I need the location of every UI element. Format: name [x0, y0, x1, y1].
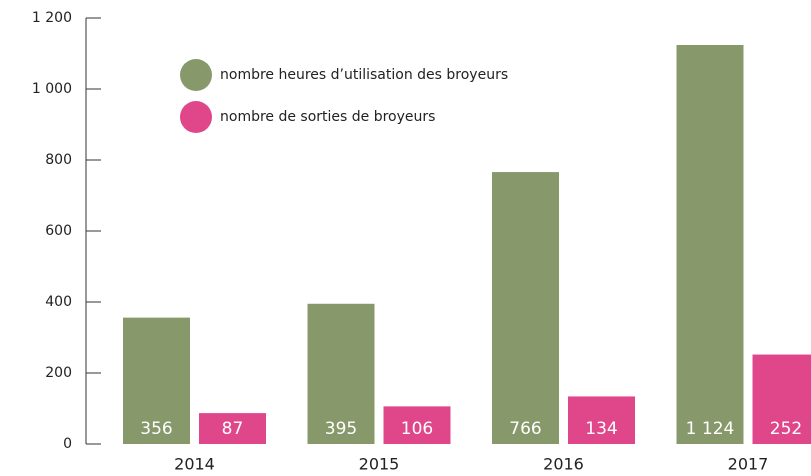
- y-tick-label: 400: [45, 294, 72, 310]
- bar: [383, 406, 451, 444]
- bar: [492, 172, 559, 444]
- bar: [199, 413, 266, 444]
- value-label: 134: [585, 419, 617, 439]
- value-label: 106: [401, 419, 433, 439]
- y-tick-label: 200: [45, 365, 72, 381]
- y-tick-label: 800: [45, 152, 72, 168]
- x-tick-label: 2017: [728, 455, 769, 474]
- x-tick-label: 2014: [174, 455, 215, 474]
- y-tick-label: 1 000: [32, 81, 72, 97]
- x-tick-label: 2015: [359, 455, 400, 474]
- value-label: 1 124: [686, 419, 735, 439]
- bar: [307, 303, 375, 444]
- y-tick-label: 0: [63, 436, 72, 452]
- bar: [676, 44, 744, 444]
- y-tick-label: 600: [45, 223, 72, 239]
- x-tick-label: 2016: [543, 455, 584, 474]
- legend-label: nombre de sorties de broyeurs: [220, 109, 435, 125]
- value-label: 356: [140, 419, 172, 439]
- legend-label: nombre heures d’utilisation des broyeurs: [220, 67, 508, 83]
- value-label: 87: [222, 419, 244, 439]
- value-label: 766: [509, 419, 541, 439]
- bar: [123, 317, 190, 444]
- bar: [752, 354, 811, 444]
- value-label: 395: [325, 419, 357, 439]
- legend-swatch: [180, 59, 212, 91]
- bar: [568, 396, 635, 444]
- legend-swatch: [180, 101, 212, 133]
- value-label: 252: [770, 419, 802, 439]
- y-tick-label: 1 200: [32, 10, 72, 26]
